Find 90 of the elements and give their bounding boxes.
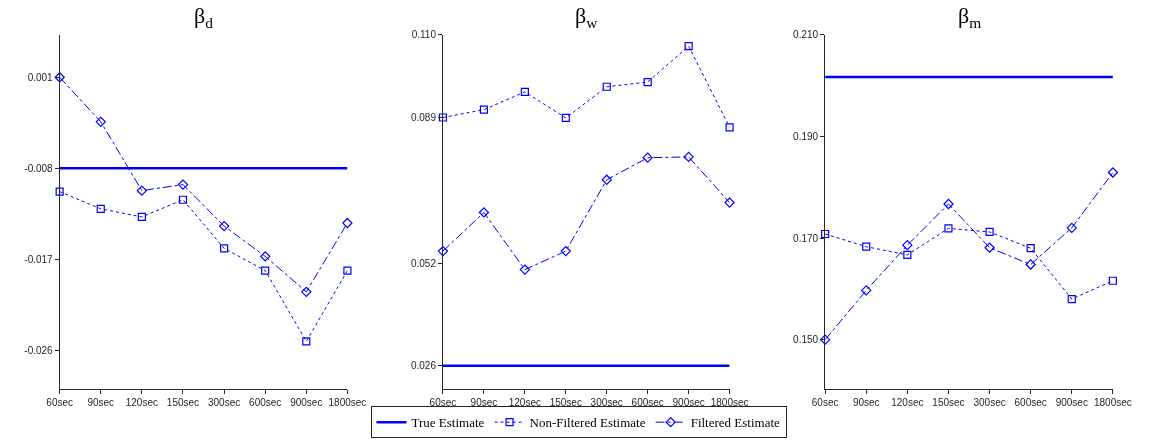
point (903, 250, 912, 259)
point (725, 123, 734, 132)
point (479, 105, 489, 114)
y-tick-label: 0.210 (793, 29, 819, 41)
x-tick-label: 900sec (290, 397, 323, 408)
point (643, 77, 652, 87)
point (943, 198, 954, 210)
y-tick-label: 0.110 (411, 29, 437, 41)
y-tick-label: 0.170 (793, 232, 819, 244)
point (260, 251, 271, 262)
x-tick-label: 300sec (207, 397, 241, 408)
x-tick-label: 90sec (87, 397, 115, 408)
x-tick-label: 90sec (852, 397, 880, 408)
x-tick-label: 90sec (470, 397, 498, 408)
x-tick-label: 60sec (429, 397, 457, 408)
point (1066, 222, 1077, 234)
point (178, 195, 188, 204)
legend-label: Filtered Estimate (690, 415, 781, 431)
point (819, 334, 831, 345)
x-tick-label: 300sec (973, 397, 1006, 408)
point (984, 242, 995, 253)
point (219, 244, 229, 253)
y-tick-label: -0.017 (24, 253, 54, 265)
y-tick-label: 0.052 (410, 257, 437, 269)
point (519, 264, 531, 275)
y-tick-label: -0.008 (24, 162, 54, 174)
point (684, 42, 693, 51)
y-tick-label: -0.026 (24, 345, 54, 357)
x-tick-label: 60sec (811, 397, 839, 408)
x-tick-label: 1800sec (328, 397, 367, 408)
x-tick-label: 150sec (932, 397, 965, 408)
legend-label: True Estimate (411, 415, 485, 431)
y-tick-label: 0.150 (793, 334, 819, 346)
point (302, 337, 311, 346)
point (54, 72, 65, 83)
x-tick-label: 1800sec (1093, 397, 1132, 408)
point (218, 220, 230, 232)
point (177, 179, 189, 190)
y-tick-label: 0.001 (27, 71, 54, 83)
point (985, 227, 994, 237)
x-tick-label: 1800sec (710, 397, 749, 408)
point (95, 116, 106, 127)
point (1108, 276, 1117, 285)
point (561, 113, 570, 122)
point (1026, 244, 1035, 253)
x-tick-label: 600sec (249, 397, 282, 408)
point (301, 286, 312, 297)
chart-title: β$_{m}$ (958, 3, 982, 31)
point (601, 174, 612, 185)
point (1025, 259, 1036, 270)
x-tick-label: 120sec (508, 397, 541, 408)
chart-title: β$_{w}$ (575, 3, 599, 31)
point (438, 113, 448, 122)
point (1107, 167, 1119, 178)
point (902, 240, 913, 251)
x-tick-label: 120sec (125, 397, 158, 408)
x-tick-label: 120sec (891, 397, 924, 408)
x-tick-label: 600sec (631, 397, 664, 408)
point (520, 87, 529, 96)
x-tick-label: 150sec (549, 397, 582, 408)
point (437, 245, 449, 257)
point (861, 285, 872, 296)
point (560, 245, 571, 257)
point (96, 204, 105, 213)
point (602, 82, 611, 91)
point (261, 266, 270, 275)
point (136, 185, 148, 196)
point (342, 217, 353, 229)
point (642, 152, 653, 163)
y-tick-label: 0.026 (410, 360, 437, 372)
point (683, 151, 694, 163)
point (944, 224, 953, 233)
legend-label: Non-Filtered Estimate (529, 415, 646, 431)
y-tick-label: 0.089 (410, 112, 437, 124)
point (1067, 294, 1076, 304)
point (343, 266, 352, 275)
point (478, 207, 490, 218)
point (862, 242, 871, 251)
x-tick-label: 600sec (1014, 397, 1047, 408)
point (55, 187, 64, 196)
x-tick-label: 300sec (590, 397, 623, 408)
x-tick-label: 60sec (46, 397, 74, 408)
point (821, 229, 830, 239)
point (137, 212, 146, 222)
chart-title: β$_{d}$ (194, 3, 214, 31)
y-tick-label: 0.190 (793, 130, 819, 142)
point (724, 197, 735, 208)
x-tick-label: 900sec (672, 397, 705, 408)
x-tick-label: 150sec (166, 397, 200, 408)
x-tick-label: 900sec (1055, 397, 1088, 408)
